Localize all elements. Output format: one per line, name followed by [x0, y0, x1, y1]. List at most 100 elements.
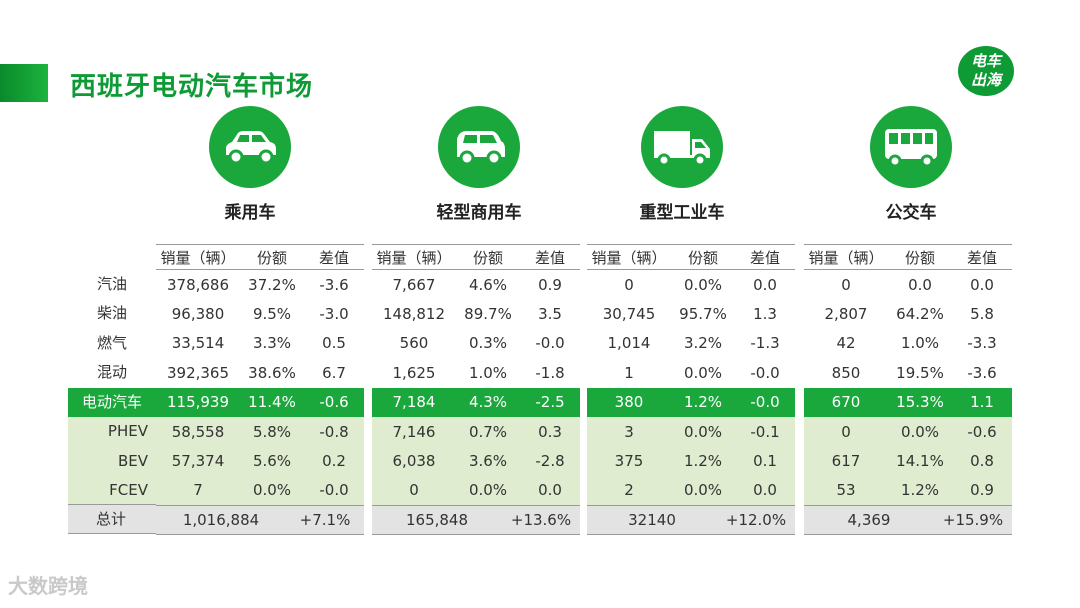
table-cell: 0.0%: [683, 481, 723, 500]
table-row: 1,625 1.0% -1.8: [372, 358, 580, 387]
table-cell: 378,686: [166, 275, 230, 294]
row-label-diesel: 柴油: [96, 304, 127, 323]
table-row: 33,514 3.3% 0.5: [156, 329, 364, 358]
table-header: 销量（辆） 份额 差值: [372, 244, 580, 270]
row-label-ev: 电动汽车: [68, 388, 156, 418]
header-sales: 销量（辆）: [160, 248, 236, 267]
table-cell: 115,939: [166, 393, 230, 412]
row-label-hybrid: 混动: [96, 363, 127, 382]
table-cell: 0.9: [538, 275, 562, 294]
table-cell: 392,365: [166, 363, 230, 382]
total-growth: +15.9%: [942, 511, 1004, 530]
table-row: 96,380 9.5% -3.0: [156, 299, 364, 328]
row-label-gas: 燃气: [96, 333, 127, 352]
row-label-fcev: FCEV: [68, 476, 156, 506]
table-row: 7,146 0.7% 0.3: [372, 416, 580, 447]
table-row: 392,365 38.6% 6.7: [156, 358, 364, 387]
table-bus: 销量（辆） 份额 差值 0 0.0 0.0 2,807 64.2% 5.8 42 1.0% -3.3 8…: [804, 244, 1012, 536]
table-row: 380 1.2% -0.0: [587, 387, 795, 417]
table-cell: 15.3%: [896, 393, 944, 412]
table-light-commercial: 销量（辆） 份额 差值 7,667 4.6% 0.9 148,812 89.7% 3.5 560 0…: [372, 244, 580, 536]
table-cell: -0.0: [535, 334, 565, 353]
table-cell: -1.8: [535, 363, 565, 382]
table-cell: 89.7%: [464, 305, 512, 324]
table-row: 3 0.0% -0.1: [587, 416, 795, 447]
table-row: 2 0.0% 0.0: [587, 475, 795, 506]
table-cell: 0.0: [970, 275, 994, 294]
table-cell: 0: [841, 422, 851, 441]
table-cell: 0.0%: [683, 422, 723, 441]
row-label-total: 总计: [68, 504, 156, 534]
table-cell: 3: [624, 422, 634, 441]
total-sales: 4,369: [847, 511, 891, 530]
category-bus: 公交车: [806, 106, 1016, 223]
table-cell: 1.0%: [900, 334, 940, 353]
brand-logo: 电车 出海: [958, 46, 1014, 96]
table-cell: 0.3%: [468, 334, 508, 353]
table-cell: 53: [836, 481, 856, 500]
table-cell: 3.6%: [468, 452, 508, 471]
table-passenger: 销量（辆） 份额 差值 378,686 37.2% -3.6 96,380 9.5% -3.0 3…: [156, 244, 364, 536]
table-cell: 2: [624, 481, 634, 500]
table-cell: 11.4%: [248, 393, 296, 412]
table-cell: 0.0%: [252, 481, 292, 500]
table-cell: 148,812: [382, 305, 446, 324]
table-row: 0 0.0% 0.0: [587, 270, 795, 299]
table-row: 53 1.2% 0.9: [804, 475, 1012, 506]
category-label: 重型工业车: [639, 203, 725, 223]
row-label-phev: PHEV: [68, 417, 156, 447]
table-cell: -0.6: [319, 393, 349, 412]
table-cell: 6,038: [392, 452, 436, 471]
table-cell: 0.8: [970, 452, 994, 471]
table-row: 560 0.3% -0.0: [372, 329, 580, 358]
table-cell: -3.3: [967, 334, 997, 353]
table-cell: -3.0: [319, 305, 349, 324]
table-cell: 7,667: [392, 275, 436, 294]
table-row: 1,014 3.2% -1.3: [587, 329, 795, 358]
table-row: 30,745 95.7% 1.3: [587, 299, 795, 328]
table-cell: 0.0: [753, 275, 777, 294]
table-row: 42 1.0% -3.3: [804, 329, 1012, 358]
bus-icon: [870, 106, 952, 188]
table-row: 378,686 37.2% -3.6: [156, 270, 364, 299]
table-cell: 0.0: [753, 481, 777, 500]
category-label: 乘用车: [224, 203, 276, 223]
total-growth: +7.1%: [299, 511, 351, 530]
table-header: 销量（辆） 份额 差值: [156, 244, 364, 270]
table-cell: 9.5%: [252, 305, 292, 324]
header-diff: 差值: [534, 248, 565, 267]
row-label-bev: BEV: [68, 446, 156, 477]
table-cell: 64.2%: [896, 305, 944, 324]
header-sales: 销量（辆）: [808, 248, 884, 267]
header-sales: 销量（辆）: [376, 248, 452, 267]
table-cell: 5.8%: [252, 422, 292, 441]
table-cell: 0.5: [322, 334, 346, 353]
table-row: 2,807 64.2% 5.8: [804, 299, 1012, 328]
table-cell: 0.1: [753, 452, 777, 471]
total-growth: +13.6%: [510, 511, 572, 530]
table-cell: 19.5%: [896, 363, 944, 382]
table-row: 617 14.1% 0.8: [804, 446, 1012, 476]
table-total-row: 4,369 +15.9%: [804, 505, 1012, 536]
table-cell: 0: [409, 481, 419, 500]
table-cell: 33,514: [171, 334, 225, 353]
table-cell: 95.7%: [679, 305, 727, 324]
total-sales: 1,016,884: [182, 511, 260, 530]
table-cell: -2.5: [535, 393, 565, 412]
table-cell: 0.0%: [683, 363, 723, 382]
table-heavy-industrial: 销量（辆） 份额 差值 0 0.0% 0.0 30,745 95.7% 1.3 1,014 3.2%…: [587, 244, 795, 536]
table-header: 销量（辆） 份额 差值: [804, 244, 1012, 270]
header-share: 份额: [256, 248, 287, 267]
table-cell: 38.6%: [248, 363, 296, 382]
table-header: 销量（辆） 份额 差值: [587, 244, 795, 270]
total-sales: 165,848: [405, 511, 469, 530]
table-cell: 560: [399, 334, 429, 353]
total-growth: +12.0%: [725, 511, 787, 530]
table-row: 58,558 5.8% -0.8: [156, 416, 364, 447]
title-accent-bar: [0, 64, 48, 102]
table-cell: 1: [624, 363, 634, 382]
table-cell: 0.0%: [900, 422, 940, 441]
category-passenger: 乘用车: [145, 106, 355, 223]
row-labels: 汽油 柴油 燃气 混动: [68, 270, 156, 388]
table-cell: 0.7%: [468, 422, 508, 441]
